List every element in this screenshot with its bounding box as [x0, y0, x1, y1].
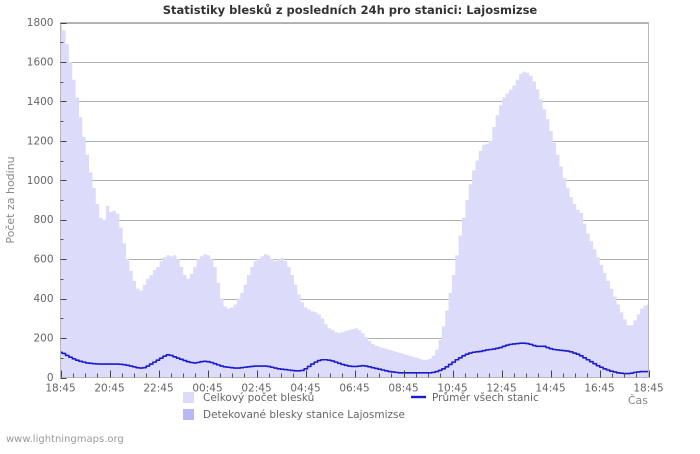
x-tick-label: 06:45	[339, 383, 369, 395]
line-average-all-stations	[59, 342, 650, 375]
x-tick-label: 18:45	[633, 383, 663, 395]
y-tick-label: 1400	[27, 96, 54, 108]
area-total-strikes	[60, 24, 649, 378]
y-tick-label: 1200	[27, 135, 54, 147]
x-tick-label: 10:45	[437, 383, 467, 395]
x-tick-label: 14:45	[535, 383, 565, 395]
x-tick-label: 12:45	[486, 383, 516, 395]
legend-label: Detekované blesky stanice Lajosmizse	[203, 409, 405, 421]
y-tick-label: 0	[47, 372, 54, 384]
legend-swatch	[183, 392, 194, 403]
x-axis-label: Čas	[628, 394, 648, 407]
x-axis-ticks: 18:45 20:45 22:45 00:45 02:45 04:45 06:45 08:45…	[45, 370, 664, 395]
y-tick-label: 400	[33, 293, 53, 305]
x-tick-label: 02:45	[241, 383, 271, 395]
y-tick-label: 1600	[27, 56, 54, 68]
legend-item: Průměr všech stanic	[411, 392, 539, 404]
y-tick-label: 1000	[27, 175, 54, 187]
x-tick-label: 08:45	[388, 383, 418, 395]
y-tick-label: 200	[33, 333, 53, 345]
x-tick-label: 00:45	[192, 383, 222, 395]
legend-item: Detekované blesky stanice Lajosmizse	[183, 409, 405, 421]
y-tick-label: 1800	[27, 17, 54, 29]
legend-swatch	[183, 409, 194, 420]
area-series-group	[60, 24, 649, 378]
x-tick-label: 18:45	[45, 383, 75, 395]
x-tick-label: 22:45	[143, 383, 173, 395]
chart-title: Statistiky blesků z posledních 24h pro s…	[163, 3, 538, 17]
line-series-group	[59, 342, 650, 375]
y-axis-ticks: 0 200 400 600 800 1000 1200 1400 1600 1800	[27, 17, 67, 384]
legend-label: Celkový počet blesků	[203, 392, 314, 404]
legend-item: Celkový počet blesků	[183, 392, 314, 404]
y-tick-label: 800	[33, 214, 53, 226]
y-axis-label: Počet za hodinu	[4, 156, 17, 243]
y-tick-label: 600	[33, 254, 53, 266]
x-tick-label: 16:45	[584, 383, 614, 395]
watermark-url: www.lightningmaps.org	[6, 434, 124, 445]
legend-label: Průměr všech stanic	[432, 392, 539, 404]
x-tick-label: 20:45	[94, 383, 124, 395]
chart-legend: Celkový počet blesků Průměr všech stanic D…	[183, 392, 539, 421]
x-tick-label: 04:45	[290, 383, 320, 395]
